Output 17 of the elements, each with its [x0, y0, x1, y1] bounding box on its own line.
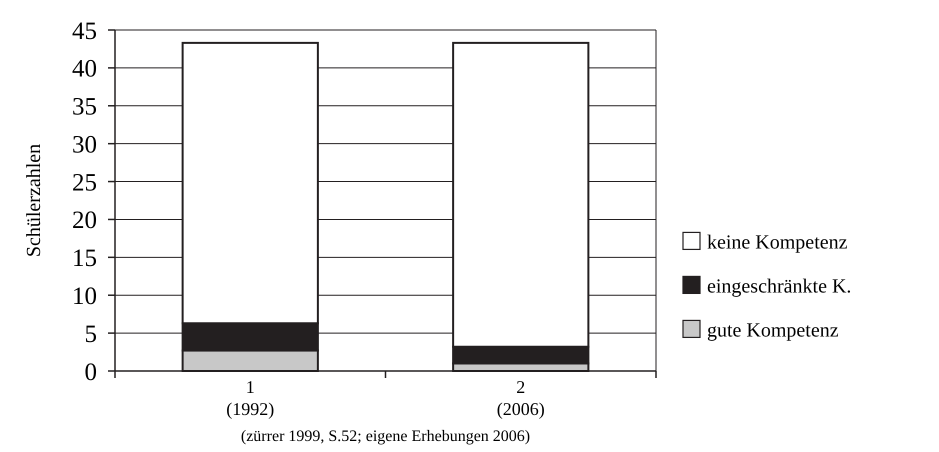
text: (zürrer 1999, S.52; eigene Erhebungen 2006): [240, 428, 530, 445]
y-tick-label: 10: [72, 282, 97, 310]
y-tick-label: 35: [72, 94, 97, 121]
legend-label: eingeschränkte K.: [707, 275, 852, 298]
x-tick-label: 2 (2006): [496, 377, 545, 419]
y-tick-label: 40: [72, 56, 97, 83]
x-tick-label: 1 (1992): [226, 377, 274, 419]
legend-label: gute Kompetenz: [707, 319, 839, 342]
y-tick-label: 20: [72, 207, 97, 234]
y-tick-label: 0: [84, 358, 97, 386]
y-axis-title: Schülerzahlen: [23, 144, 45, 258]
y-tick-label: 25: [72, 169, 97, 196]
legend-label: keine Kompetenz: [707, 231, 848, 254]
y-tick-label: 45: [72, 18, 97, 45]
y-tick-label: 5: [84, 320, 97, 348]
y-tick-label: 15: [72, 245, 97, 272]
y-tick-label: 30: [72, 131, 97, 158]
